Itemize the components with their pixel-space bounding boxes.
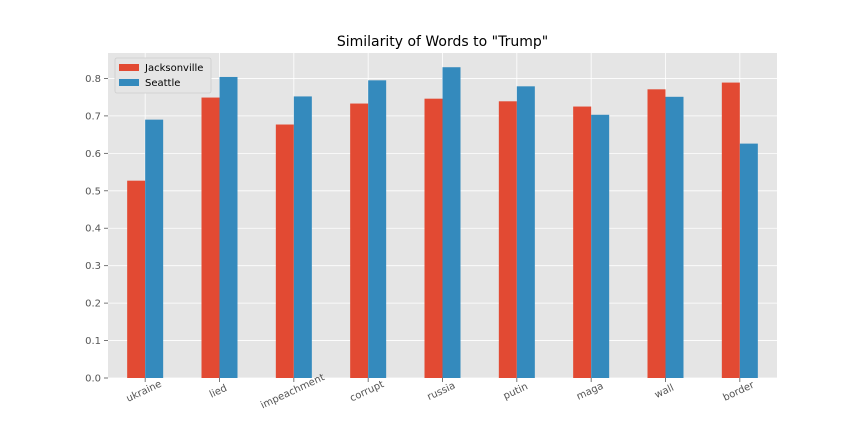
x-tick-label: maga bbox=[575, 381, 605, 403]
x-tick-label: russia bbox=[426, 380, 458, 403]
x-tick-label: lied bbox=[208, 383, 229, 401]
x-tick-label: ukraine bbox=[125, 379, 164, 405]
bar-jacksonville-putin bbox=[498, 101, 517, 378]
bar-seattle-lied bbox=[219, 76, 238, 378]
bars bbox=[127, 67, 758, 379]
bar-jacksonville-wall bbox=[647, 89, 666, 378]
bar-seattle-corrupt bbox=[368, 80, 387, 378]
legend: Jacksonville Seattle bbox=[114, 57, 212, 94]
bar-seattle-putin bbox=[516, 86, 535, 378]
legend-label-seattle: Seattle bbox=[145, 78, 180, 89]
x-tick-label: putin bbox=[502, 381, 530, 402]
y-tick-label: 0.7 bbox=[85, 111, 101, 122]
y-tick-label: 0.4 bbox=[85, 224, 101, 235]
y-tick-label: 0.6 bbox=[85, 149, 101, 160]
y-tick-label: 0.3 bbox=[85, 261, 101, 272]
legend-label-jacksonville: Jacksonville bbox=[144, 63, 203, 74]
x-tick-label: border bbox=[721, 379, 756, 403]
bar-seattle-wall bbox=[665, 96, 684, 378]
y-tick-label: 0.1 bbox=[85, 336, 101, 347]
chart-title: Similarity of Words to "Trump" bbox=[337, 34, 548, 50]
y-tick-label: 0.5 bbox=[85, 186, 101, 197]
y-tick-label: 0.0 bbox=[85, 374, 101, 385]
legend-swatch-jacksonville bbox=[119, 64, 139, 71]
y-axis-ticks: 0.0 0.1 0.2 0.3 0.4 0.5 0.6 0.7 0.8 bbox=[85, 74, 108, 385]
bar-jacksonville-maga bbox=[573, 106, 592, 378]
bar-jacksonville-border bbox=[721, 82, 740, 378]
bar-jacksonville-russia bbox=[424, 98, 443, 379]
bar-jacksonville-corrupt bbox=[350, 103, 369, 378]
bar-jacksonville-lied bbox=[201, 97, 220, 378]
y-tick-label: 0.2 bbox=[85, 299, 101, 310]
bar-seattle-border bbox=[739, 143, 758, 378]
x-tick-label: wall bbox=[653, 383, 676, 401]
y-tick-label: 0.8 bbox=[85, 74, 101, 85]
bar-jacksonville-impeachment bbox=[275, 124, 294, 378]
bar-seattle-ukraine bbox=[145, 119, 164, 379]
bar-seattle-russia bbox=[442, 67, 461, 378]
x-tick-label: corrupt bbox=[348, 379, 386, 404]
bar-jacksonville-ukraine bbox=[127, 180, 146, 378]
bar-seattle-impeachment bbox=[293, 96, 312, 379]
bar-seattle-maga bbox=[591, 114, 610, 378]
legend-swatch-seattle bbox=[119, 79, 139, 86]
